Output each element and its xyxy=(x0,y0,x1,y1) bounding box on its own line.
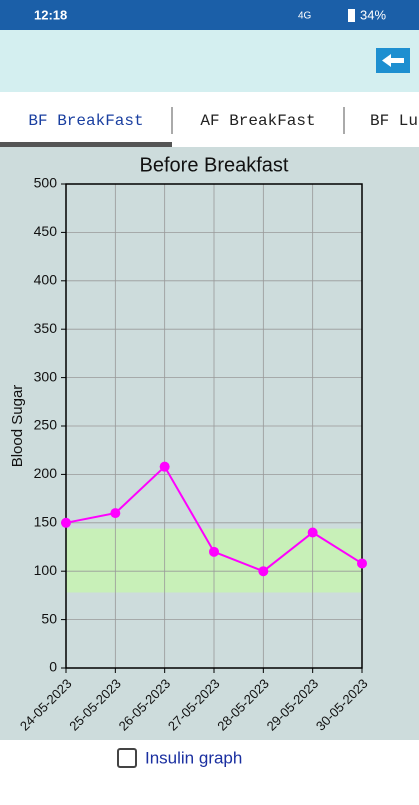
tab-indicator xyxy=(0,142,172,147)
y-tick-label: 100 xyxy=(34,562,58,578)
status-battery: 34% xyxy=(360,7,386,22)
data-point xyxy=(110,508,121,519)
y-tick-label: 0 xyxy=(49,659,57,675)
tab[interactable]: AF BreakFast xyxy=(200,112,315,130)
toolbar xyxy=(0,30,419,92)
tab[interactable]: BF BreakFast xyxy=(28,112,143,130)
checkbox[interactable] xyxy=(117,748,137,768)
data-point xyxy=(61,517,71,528)
y-tick-label: 250 xyxy=(34,417,58,433)
data-point xyxy=(209,546,219,557)
data-point xyxy=(307,527,318,538)
y-tick-label: 50 xyxy=(41,610,57,626)
y-tick-label: 150 xyxy=(34,514,58,530)
y-tick-label: 450 xyxy=(34,223,58,239)
y-tick-label: 200 xyxy=(34,465,58,481)
y-axis-label: Blood Sugar xyxy=(9,385,26,468)
back-button[interactable] xyxy=(376,48,410,73)
y-tick-label: 300 xyxy=(34,368,58,384)
battery-icon xyxy=(348,9,355,22)
checkbox-label[interactable]: Insulin graph xyxy=(145,748,242,767)
tab[interactable]: BF Lu xyxy=(370,112,418,130)
plot-frame xyxy=(65,183,363,669)
tab-bar xyxy=(0,92,419,147)
y-tick-label: 400 xyxy=(34,272,58,288)
status-time: 12:18 xyxy=(34,7,67,22)
data-point xyxy=(159,461,170,472)
chart-title: Before Breakfast xyxy=(140,154,289,176)
status-network: 4G xyxy=(298,11,312,22)
data-point xyxy=(258,566,269,577)
data-point xyxy=(357,558,367,569)
chart-background xyxy=(0,147,419,740)
y-tick-label: 350 xyxy=(34,320,58,336)
y-tick-label: 500 xyxy=(34,175,58,191)
